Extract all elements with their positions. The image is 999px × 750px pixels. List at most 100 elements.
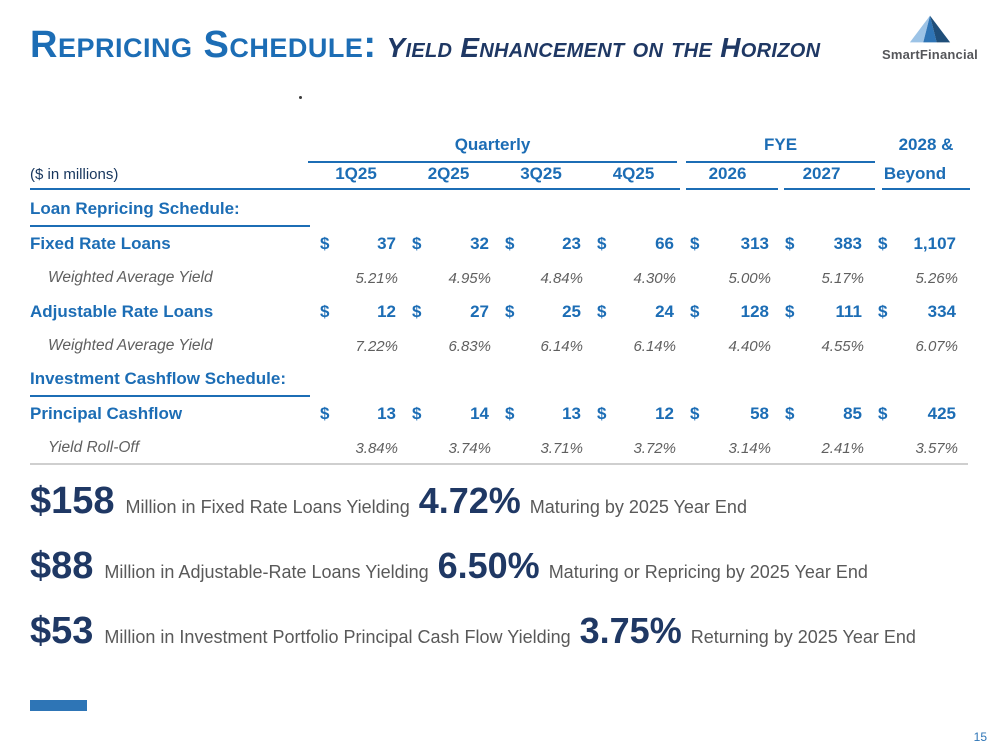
table-cell: $27: [402, 302, 495, 322]
highlight-percent: 3.75%: [579, 610, 682, 651]
highlight-text: Maturing or Repricing by 2025 Year End: [548, 562, 868, 582]
currency-symbol: $: [785, 404, 795, 423]
table-row-adjustable: Adjustable Rate Loans $12 $27 $25 $24 $1…: [30, 295, 972, 329]
cell-value: 13: [562, 404, 581, 423]
currency-symbol: $: [878, 302, 888, 321]
currency-symbol: $: [505, 404, 515, 423]
cell-value: 25: [562, 302, 581, 321]
currency-symbol: $: [320, 234, 330, 253]
table-cell: $334: [868, 302, 962, 322]
highlight-line-fixed: $158 Million in Fixed Rate Loans Yieldin…: [30, 480, 980, 528]
highlight-amount: $88: [30, 545, 94, 587]
table-cell: $14: [402, 404, 495, 424]
quarterly-underline: [308, 161, 677, 163]
currency-symbol: $: [320, 404, 330, 423]
table-cell: $13: [495, 404, 587, 424]
group-header-quarterly: Quarterly: [454, 135, 531, 154]
row-label: Weighted Average Yield: [48, 269, 213, 286]
section-row-loan: Loan Repricing Schedule:: [30, 193, 972, 227]
table-cell: $85: [775, 404, 868, 424]
table-cell: $111: [775, 302, 868, 322]
table-cell: $313: [680, 234, 775, 254]
section-label-investment: Investment Cashflow Schedule:: [30, 364, 310, 397]
table-cell: 6.14%: [540, 337, 583, 355]
row-label: Weighted Average Yield: [48, 337, 213, 354]
table-row-adjustable-yield: Weighted Average Yield 7.22% 6.83% 6.14%…: [30, 329, 972, 363]
highlight-percent: 6.50%: [437, 545, 540, 586]
highlight-percent: 4.72%: [418, 480, 521, 521]
currency-symbol: $: [597, 234, 607, 253]
section-row-investment: Investment Cashflow Schedule:: [30, 363, 972, 397]
table-cell: 2.41%: [821, 439, 864, 457]
table-cell: 3.14%: [728, 439, 771, 457]
currency-symbol: $: [412, 234, 422, 253]
table-bottom-divider: [30, 463, 968, 465]
currency-symbol: $: [505, 302, 515, 321]
currency-symbol: $: [597, 302, 607, 321]
group-header-beyond: 2028 &: [898, 135, 954, 154]
header-underline-2026: [686, 188, 778, 190]
table-row-principal-yield: Yield Roll-Off 3.84% 3.74% 3.71% 3.72% 3…: [30, 431, 972, 465]
highlight-text: Million in Fixed Rate Loans Yielding: [125, 497, 410, 517]
table-cell: 6.14%: [633, 337, 676, 355]
highlight-amount: $53: [30, 610, 94, 652]
col-header-4q25: 4Q25: [612, 164, 655, 183]
section-label-loan: Loan Repricing Schedule:: [30, 194, 310, 227]
cell-value: 425: [927, 404, 956, 423]
table-cell: 5.21%: [355, 269, 398, 287]
repricing-table: Quarterly FYE 2028 & ($ in millions) 1Q2…: [30, 133, 972, 473]
table-cell: $23: [495, 234, 587, 254]
col-header-2q25: 2Q25: [427, 164, 470, 183]
table-cell: $32: [402, 234, 495, 254]
fye-underline: [686, 161, 875, 163]
table-cell: $12: [310, 302, 402, 322]
highlight-line-adjustable: $88 Million in Adjustable-Rate Loans Yie…: [30, 545, 980, 593]
cell-value: 24: [655, 302, 674, 321]
table-cell: 4.55%: [821, 337, 864, 355]
table-cell: 7.22%: [355, 337, 398, 355]
header-underline-beyond: [882, 188, 970, 190]
page-number: 15: [973, 730, 987, 744]
group-header-fye: FYE: [763, 135, 798, 154]
table-cell: $128: [680, 302, 775, 322]
table-row-principal: Principal Cashflow $13 $14 $13 $12 $58 $…: [30, 397, 972, 431]
cell-value: 27: [470, 302, 489, 321]
col-header-3q25: 3Q25: [520, 164, 562, 183]
header-underline-left: [30, 188, 680, 190]
table-body: Loan Repricing Schedule: Fixed Rate Loan…: [30, 193, 972, 465]
table-cell: $13: [310, 404, 402, 424]
cell-value: 14: [470, 404, 489, 423]
col-header-beyond: Beyond: [883, 164, 947, 183]
table-cell: $1,107: [868, 234, 962, 254]
page-title: Repricing Schedule: Yield Enhancement on…: [30, 24, 869, 67]
table-cell: $24: [587, 302, 680, 322]
table-cell: $25: [495, 302, 587, 322]
cell-value: 32: [470, 234, 489, 253]
highlight-amount: $158: [30, 480, 115, 522]
cell-value: 12: [377, 302, 396, 321]
highlight-text: Million in Adjustable-Rate Loans Yieldin…: [104, 562, 429, 582]
smartfinancial-logo: SmartFinancial: [871, 14, 989, 62]
table-cell: 5.00%: [728, 269, 771, 287]
table-cell: $58: [680, 404, 775, 424]
currency-symbol: $: [878, 404, 888, 423]
cell-value: 334: [927, 302, 956, 321]
currency-symbol: $: [785, 302, 795, 321]
column-header-row: ($ in millions) 1Q25 2Q25 3Q25 4Q25 2026…: [30, 160, 972, 188]
currency-symbol: $: [320, 302, 330, 321]
title-main: Repricing Schedule:: [30, 24, 377, 66]
table-row-fixed: Fixed Rate Loans $37 $32 $23 $66 $313 $3…: [30, 227, 972, 261]
header-underline-2027: [784, 188, 875, 190]
table-row-fixed-yield: Weighted Average Yield 5.21% 4.95% 4.84%…: [30, 261, 972, 295]
currency-symbol: $: [412, 404, 422, 423]
currency-symbol: $: [785, 234, 795, 253]
highlight-line-investment: $53 Million in Investment Portfolio Prin…: [30, 610, 980, 658]
currency-symbol: $: [597, 404, 607, 423]
cell-value: 1,107: [913, 234, 956, 253]
cell-value: 13: [377, 404, 396, 423]
cell-value: 66: [655, 234, 674, 253]
logo-brand-text: SmartFinancial: [882, 47, 978, 62]
currency-symbol: $: [690, 234, 700, 253]
cell-value: 85: [843, 404, 862, 423]
